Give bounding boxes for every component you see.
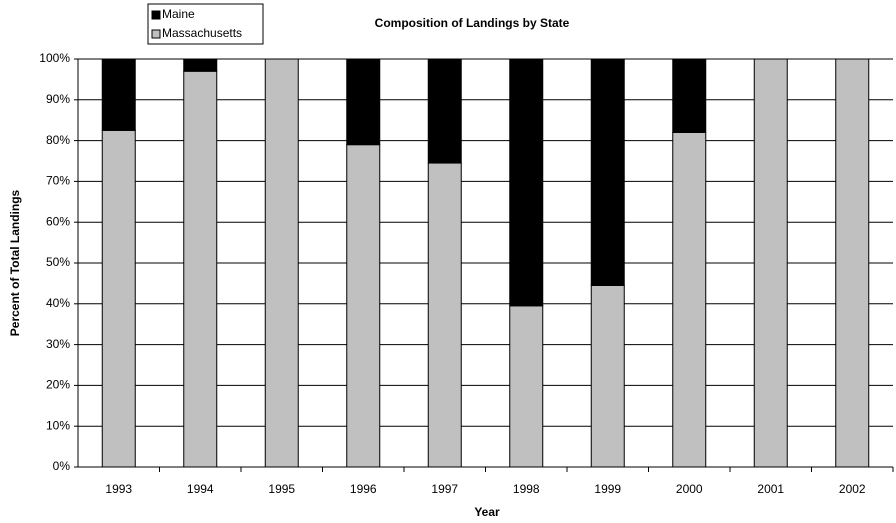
y-tick-label: 50%	[46, 255, 70, 269]
x-tick-label: 1998	[513, 482, 540, 496]
x-tick-label: 2000	[676, 482, 703, 496]
bar-segment	[427, 58, 462, 164]
x-tick-label: 2002	[839, 482, 866, 496]
legend-label: Massachusetts	[162, 26, 242, 40]
x-tick-label: 1999	[594, 482, 621, 496]
bar-segment	[672, 131, 707, 468]
bar-segment	[509, 58, 544, 307]
x-tick-label: 1997	[431, 482, 458, 496]
bar-segment	[590, 284, 625, 468]
chart-title: Composition of Landings by State	[375, 16, 570, 30]
bar-segment	[183, 70, 218, 468]
bar-segment	[346, 58, 381, 146]
bar-segment	[183, 58, 218, 72]
y-tick-label: 80%	[46, 133, 70, 147]
y-tick-label: 0%	[53, 459, 71, 473]
x-tick-label: 2001	[757, 482, 784, 496]
x-tick-label: 1994	[187, 482, 214, 496]
y-tick-label: 90%	[46, 92, 70, 106]
legend-swatch	[151, 29, 161, 39]
x-tick-label: 1995	[268, 482, 295, 496]
bar-segment	[835, 58, 870, 468]
y-tick-label: 60%	[46, 214, 70, 228]
bar-segment	[753, 58, 788, 468]
y-axis-title: Percent of Total Landings	[8, 189, 22, 336]
legend-swatch	[151, 10, 161, 20]
x-axis-title: Year	[474, 505, 500, 519]
y-tick-label: 30%	[46, 337, 70, 351]
y-tick-label: 20%	[46, 378, 70, 392]
bar-segment	[264, 58, 299, 468]
legend-label: Maine	[162, 7, 195, 21]
bar-segment	[590, 58, 625, 286]
y-tick-label: 70%	[46, 174, 70, 188]
bar-segment	[346, 144, 381, 468]
bar-segment	[509, 305, 544, 468]
bar-segment	[427, 162, 462, 468]
y-tick-label: 40%	[46, 296, 70, 310]
bar-segment	[101, 58, 136, 131]
y-tick-label: 10%	[46, 418, 70, 432]
bar-segment	[672, 58, 707, 133]
legend-box	[147, 3, 264, 45]
y-tick-label: 100%	[39, 51, 70, 65]
x-tick-label: 1993	[105, 482, 132, 496]
bar-segment	[101, 129, 136, 468]
x-tick-label: 1996	[350, 482, 377, 496]
